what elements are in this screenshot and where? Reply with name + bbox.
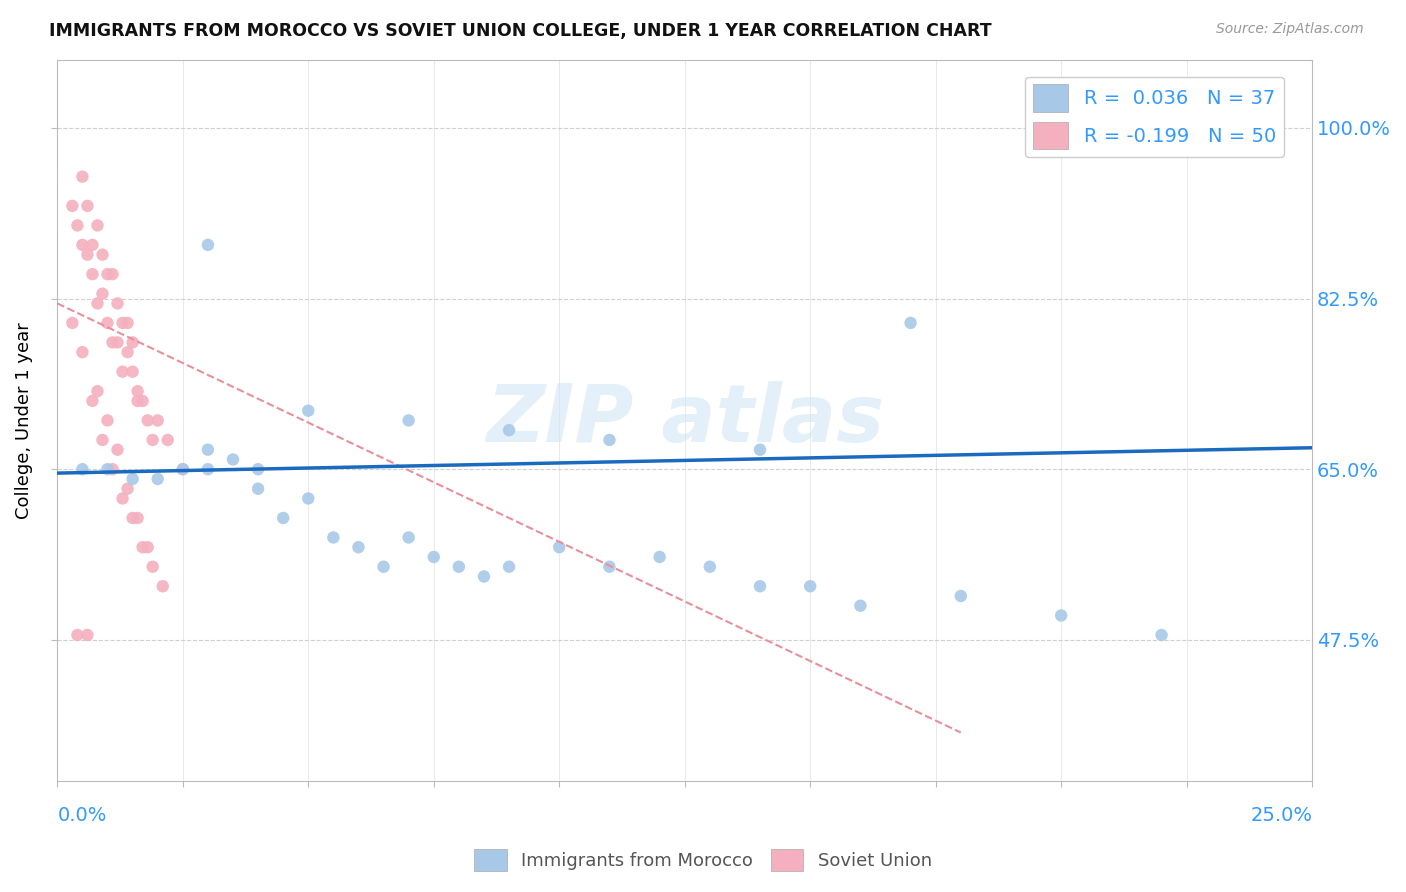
Point xyxy=(222,452,245,467)
Point xyxy=(136,413,159,427)
Legend: Immigrants from Morocco, Soviet Union: Immigrants from Morocco, Soviet Union xyxy=(467,842,939,879)
Point xyxy=(121,472,143,486)
Point xyxy=(72,462,94,476)
Point xyxy=(111,365,134,379)
Point xyxy=(121,365,143,379)
Point xyxy=(107,335,129,350)
Point xyxy=(107,296,129,310)
Point xyxy=(66,628,89,642)
Point xyxy=(96,413,118,427)
Point xyxy=(72,238,94,252)
Y-axis label: College, Under 1 year: College, Under 1 year xyxy=(15,322,32,519)
Point xyxy=(322,531,344,545)
Point xyxy=(749,442,772,457)
Point xyxy=(96,316,118,330)
Point xyxy=(127,384,149,399)
Point xyxy=(101,267,124,281)
Point xyxy=(900,316,922,330)
Point xyxy=(142,559,165,574)
Point xyxy=(548,540,571,554)
Point xyxy=(121,335,143,350)
Point xyxy=(76,247,98,261)
Point xyxy=(749,579,772,593)
Point xyxy=(96,267,118,281)
Point xyxy=(60,316,83,330)
Text: 0.0%: 0.0% xyxy=(58,805,107,825)
Point xyxy=(96,462,118,476)
Point xyxy=(76,199,98,213)
Point xyxy=(472,569,495,583)
Point xyxy=(111,491,134,506)
Point xyxy=(1150,628,1173,642)
Point xyxy=(76,628,98,642)
Text: Source: ZipAtlas.com: Source: ZipAtlas.com xyxy=(1216,22,1364,37)
Point xyxy=(127,511,149,525)
Point xyxy=(101,335,124,350)
Point xyxy=(498,423,520,437)
Point xyxy=(101,462,124,476)
Point xyxy=(117,482,139,496)
Point xyxy=(172,462,194,476)
Point xyxy=(127,393,149,408)
Point xyxy=(60,199,83,213)
Point xyxy=(197,238,219,252)
Point xyxy=(146,413,169,427)
Point xyxy=(66,219,89,233)
Legend: R =  0.036   N = 37, R = -0.199   N = 50: R = 0.036 N = 37, R = -0.199 N = 50 xyxy=(1025,77,1284,157)
Point xyxy=(72,169,94,184)
Point xyxy=(121,511,143,525)
Point xyxy=(271,511,294,525)
Point xyxy=(136,540,159,554)
Point xyxy=(111,316,134,330)
Point xyxy=(297,491,319,506)
Point xyxy=(86,296,108,310)
Point xyxy=(347,540,370,554)
Text: ZIP atlas: ZIP atlas xyxy=(485,382,884,459)
Point xyxy=(107,442,129,457)
Point xyxy=(197,442,219,457)
Point xyxy=(598,559,620,574)
Point xyxy=(373,559,395,574)
Point xyxy=(82,393,104,408)
Point xyxy=(91,286,114,301)
Point xyxy=(82,238,104,252)
Point xyxy=(247,482,270,496)
Point xyxy=(447,559,470,574)
Point xyxy=(117,316,139,330)
Point xyxy=(131,540,153,554)
Point xyxy=(598,433,620,447)
Point xyxy=(72,345,94,359)
Point xyxy=(152,579,174,593)
Point xyxy=(91,433,114,447)
Point xyxy=(849,599,872,613)
Point xyxy=(156,433,179,447)
Point xyxy=(86,384,108,399)
Point xyxy=(949,589,972,603)
Point xyxy=(82,267,104,281)
Point xyxy=(423,549,446,564)
Point xyxy=(247,462,270,476)
Point xyxy=(799,579,821,593)
Point xyxy=(91,247,114,261)
Point xyxy=(398,531,420,545)
Point xyxy=(498,559,520,574)
Point xyxy=(146,472,169,486)
Point xyxy=(1050,608,1073,623)
Point xyxy=(699,559,721,574)
Point xyxy=(648,549,671,564)
Point xyxy=(142,433,165,447)
Text: IMMIGRANTS FROM MOROCCO VS SOVIET UNION COLLEGE, UNDER 1 YEAR CORRELATION CHART: IMMIGRANTS FROM MOROCCO VS SOVIET UNION … xyxy=(49,22,991,40)
Point xyxy=(172,462,194,476)
Point xyxy=(197,462,219,476)
Text: 25.0%: 25.0% xyxy=(1250,805,1312,825)
Point xyxy=(131,393,153,408)
Point xyxy=(297,403,319,417)
Point xyxy=(86,219,108,233)
Point xyxy=(398,413,420,427)
Point xyxy=(117,345,139,359)
